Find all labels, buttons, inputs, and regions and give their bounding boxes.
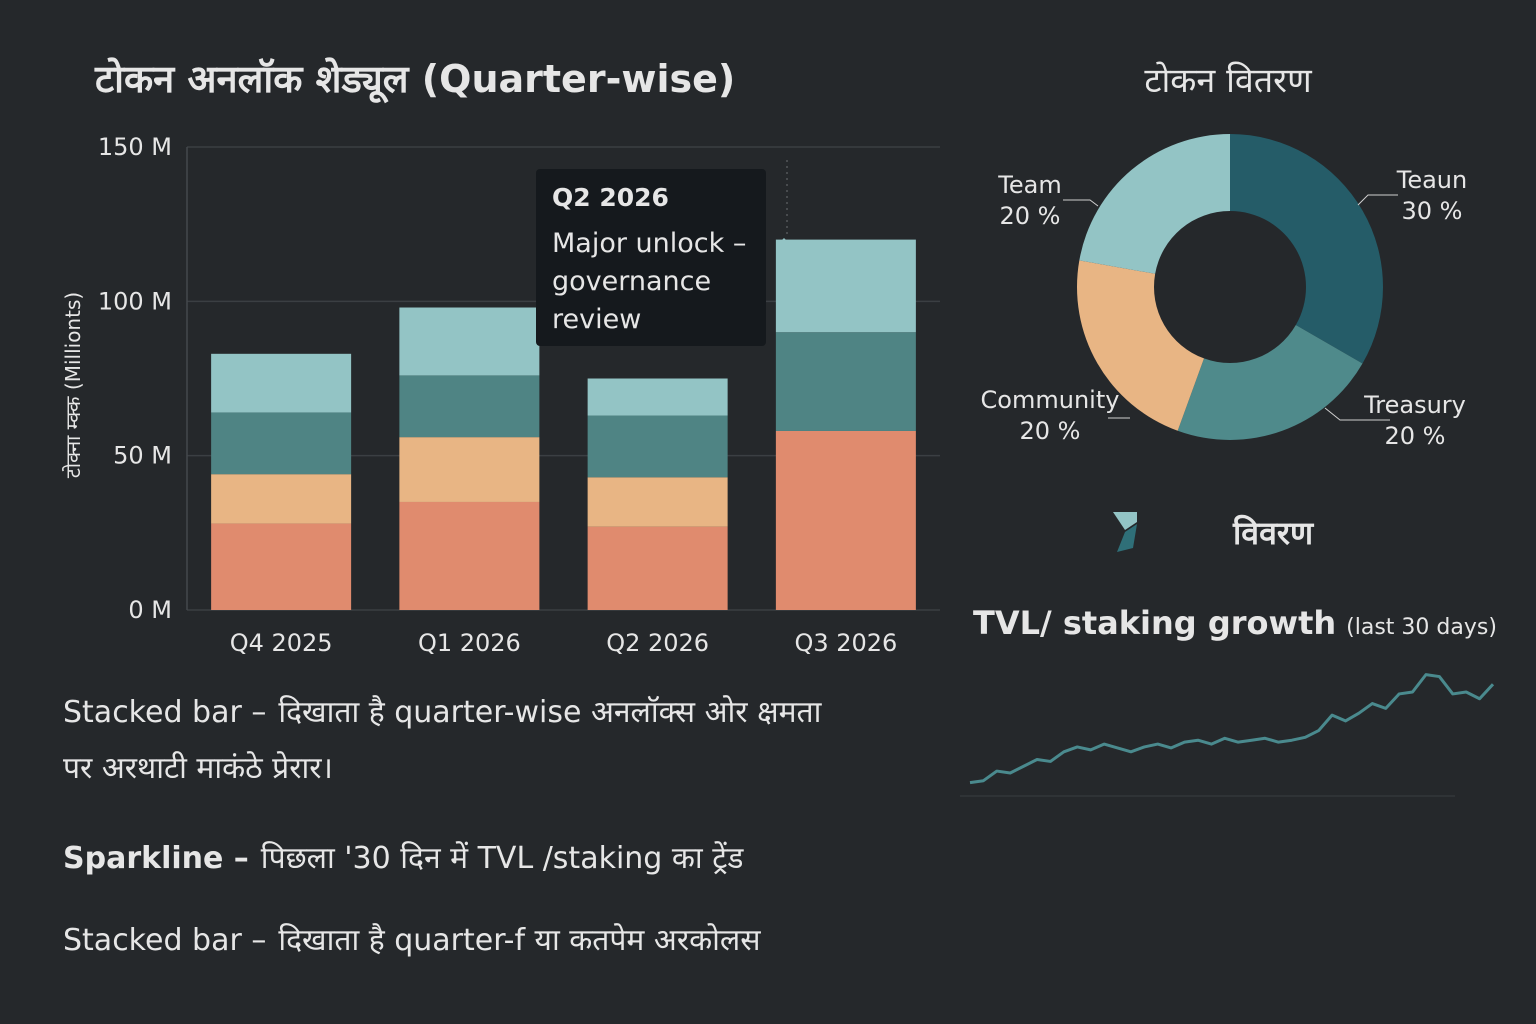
y-tick-label: 150 M	[98, 133, 172, 161]
note: Stacked bar – दिखाता है quarter-f या कतपे…	[63, 923, 761, 958]
slice-label: Treasury	[1363, 391, 1466, 419]
bar-segment	[211, 412, 352, 475]
bar-segment	[775, 430, 916, 610]
annotation-text: review	[552, 304, 641, 335]
pie-slice	[1177, 325, 1363, 440]
note-label: Stacked bar –	[63, 923, 266, 958]
slice-label: Community	[981, 386, 1120, 414]
leader-line	[1063, 199, 1099, 207]
note-text: पिछला '30 दिन में TVL /staking का ट्रेंड	[261, 841, 745, 876]
x-tick-label: Q3 2026	[794, 629, 897, 657]
slice-label: Teaun	[1396, 166, 1467, 194]
chart-title: टोकन वितरण	[1144, 61, 1313, 101]
x-tick-label: Q4 2025	[230, 629, 333, 657]
y-tick-label: 50 M	[113, 442, 172, 470]
x-tick-label: Q2 2026	[606, 629, 709, 657]
bar-segment	[775, 239, 916, 333]
pie-slice	[1079, 134, 1230, 274]
y-axis-label: टोक्ना म्क्क (Millionts)	[61, 292, 85, 478]
note-text: दिखाता है quarter-f या कतपेम अरकोलस	[278, 923, 761, 958]
icon	[1113, 512, 1137, 552]
annotation-text: Major unlock –	[552, 228, 746, 259]
bar-segment	[399, 437, 540, 502]
note-text: दिखाता है quarter-wise अनलॉक्स ओर क्षमता	[278, 695, 822, 730]
annotation-title: Q2 2026	[552, 183, 669, 212]
chart-title: टोकन अनलॉक शेड्यूल (Quarter-wise)	[94, 57, 735, 104]
note-label: Sparkline –	[63, 841, 249, 876]
chart-title: TVL/ staking growth	[973, 604, 1336, 642]
bar-segment	[775, 332, 916, 431]
chart-title-group: TVL/ staking growth (last 30 days)	[973, 604, 1497, 642]
leader-line	[1324, 407, 1390, 421]
x-tick-label: Q1 2026	[418, 629, 521, 657]
bar-segment	[399, 501, 540, 610]
pie-slice	[1230, 134, 1383, 364]
leader-line	[1357, 194, 1398, 206]
annotation-box	[536, 169, 766, 346]
sparkline	[969, 673, 1495, 785]
annotation-marker	[777, 238, 791, 252]
y-tick-label: 0 M	[128, 596, 172, 624]
slice-value-label: 30 %	[1402, 197, 1463, 225]
y-tick-label: 100 M	[98, 287, 172, 315]
bar-segment	[399, 375, 540, 438]
note: Sparkline – पिछला '30 दिन में TVL /stakin…	[63, 841, 744, 876]
note: Stacked bar – दिखाता है quarter-wise अनलॉ…	[63, 695, 823, 730]
bar-segment	[587, 378, 728, 416]
bar-segment	[399, 307, 540, 376]
annotation-text: governance	[552, 266, 711, 297]
chart-subtitle: (last 30 days)	[1346, 615, 1497, 640]
bar-segment	[211, 523, 352, 610]
bar-segment	[587, 526, 728, 610]
slice-label: Team	[997, 171, 1061, 199]
section-heading: विवरण	[1232, 514, 1315, 552]
pie-slice	[1077, 260, 1205, 431]
bar-segment	[587, 477, 728, 527]
slice-value-label: 20 %	[1000, 202, 1061, 230]
note-label: Stacked bar –	[63, 695, 266, 730]
slice-value-label: 20 %	[1385, 422, 1446, 450]
bar-segment	[587, 415, 728, 478]
bar-segment	[211, 353, 352, 413]
slice-value-label: 20 %	[1020, 417, 1081, 445]
bar-segment	[211, 474, 352, 524]
note-text: पर अरथाटी माकंठे प्रेरार।	[63, 751, 333, 786]
